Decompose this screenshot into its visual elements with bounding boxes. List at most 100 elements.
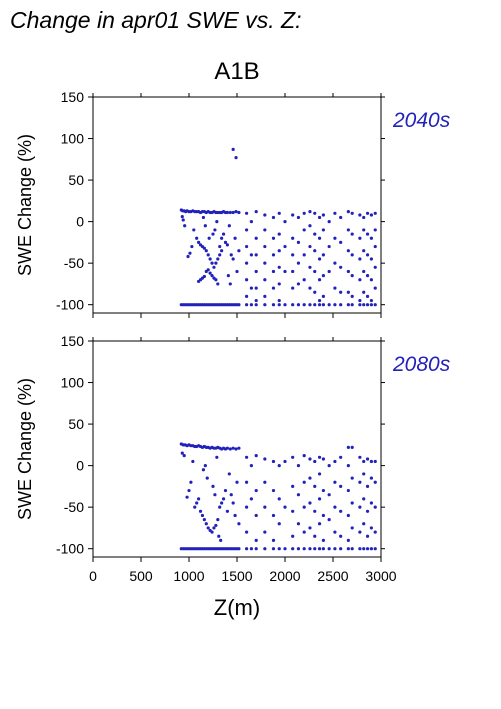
data-point: [346, 464, 350, 468]
data-point: [350, 211, 354, 215]
data-point: [234, 156, 238, 160]
data-point: [327, 464, 331, 468]
data-point: [321, 538, 325, 542]
data-point: [365, 509, 370, 513]
data-point: [254, 547, 258, 551]
data-point: [358, 480, 362, 484]
x-tick-label: 2000: [269, 568, 300, 584]
data-point: [302, 530, 306, 534]
y-axis-label: SWE Change (%): [15, 134, 35, 276]
data-point: [206, 526, 210, 530]
data-point: [231, 210, 235, 215]
data-point: [227, 224, 231, 228]
data-point: [229, 253, 233, 257]
data-point: [220, 501, 224, 505]
data-point: [302, 505, 306, 509]
data-point: [346, 210, 350, 214]
data-point: [373, 286, 377, 290]
data-point: [358, 213, 362, 217]
data-point: [182, 454, 186, 458]
data-point: [263, 294, 267, 298]
data-point: [226, 274, 230, 278]
data-point: [271, 236, 276, 240]
data-point: [317, 303, 322, 307]
data-point: [358, 298, 362, 303]
data-point: [302, 228, 306, 232]
data-point: [254, 488, 258, 493]
data-point: [317, 547, 322, 551]
data-point: [283, 220, 287, 224]
data-point: [327, 220, 331, 224]
data-point: [365, 253, 370, 257]
data-point: [373, 530, 377, 534]
data-point: [373, 505, 377, 509]
data-point: [317, 236, 322, 240]
data-point: [254, 269, 258, 274]
data-point: [283, 505, 287, 509]
data-point: [333, 547, 337, 551]
data-point: [206, 253, 210, 257]
data-point: [291, 484, 295, 488]
data-point: [333, 480, 337, 484]
data-point: [339, 290, 343, 294]
data-point: [339, 547, 343, 551]
data-point: [313, 211, 317, 215]
data-point: [237, 446, 241, 450]
data-point: [346, 488, 350, 493]
data-point: [358, 455, 362, 459]
data-point: [339, 265, 343, 269]
data-point: [333, 261, 337, 265]
data-point: [346, 445, 350, 449]
data-point: [217, 534, 221, 538]
data-point: [202, 518, 206, 522]
data-point: [263, 547, 267, 551]
y-tick-label: 150: [61, 89, 85, 105]
data-point: [321, 457, 325, 461]
data-point: [197, 497, 201, 501]
data-point: [317, 257, 322, 261]
data-point: [358, 530, 362, 534]
data-point: [231, 446, 235, 450]
data-point: [362, 472, 366, 476]
data-point: [317, 298, 322, 303]
data-point: [317, 215, 322, 220]
data-point: [308, 286, 312, 290]
data-point: [333, 530, 337, 534]
plot-frame: [92, 96, 382, 314]
data-point: [365, 294, 370, 298]
data-point: [249, 286, 253, 290]
data-point: [254, 286, 258, 290]
panel-label: 2040s: [392, 109, 451, 132]
data-point: [249, 253, 253, 257]
data-point: [296, 215, 301, 220]
data-point: [362, 459, 366, 464]
data-point: [188, 251, 192, 255]
data-point: [207, 236, 211, 240]
data-point: [249, 547, 253, 551]
data-point: [228, 282, 232, 286]
data-point: [321, 274, 325, 278]
data-point: [245, 303, 249, 307]
data-point: [218, 253, 222, 257]
y-tick-label: 150: [61, 333, 85, 349]
data-point: [327, 493, 331, 497]
data-point: [333, 303, 337, 307]
data-point: [208, 257, 212, 261]
data-point: [321, 303, 325, 307]
data-point: [373, 480, 377, 484]
data-point: [237, 547, 241, 551]
data-point: [249, 220, 253, 224]
data-point: [321, 213, 325, 217]
data-point: [277, 282, 281, 286]
y-tick-label: -100: [56, 297, 84, 313]
data-point: [193, 505, 197, 509]
data-point: [277, 211, 281, 215]
data-point: [373, 211, 377, 215]
data-point: [296, 261, 301, 265]
data-point: [283, 459, 287, 464]
data-point: [283, 303, 287, 307]
data-point: [271, 269, 276, 274]
data-point: [186, 254, 190, 259]
data-point: [302, 480, 306, 484]
